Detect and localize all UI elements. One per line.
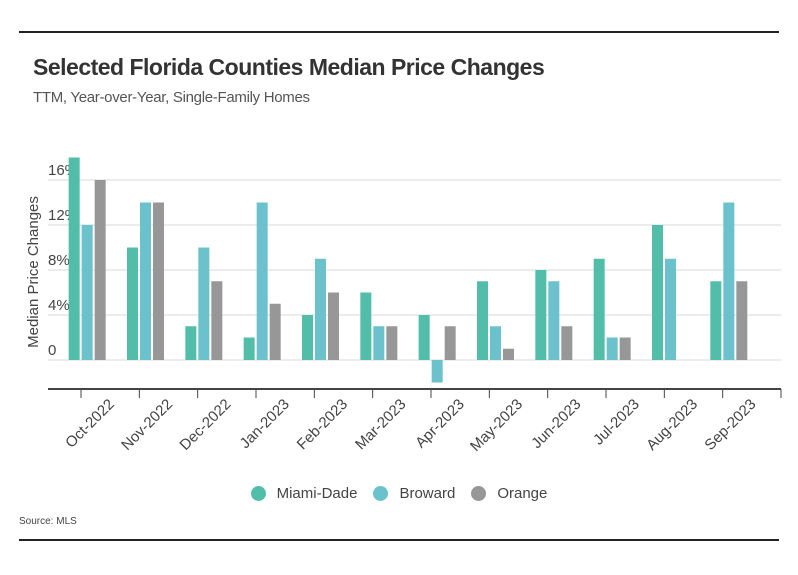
- bar-orange-dec-2022: [211, 281, 223, 360]
- bar-orange-oct-2022: [94, 180, 106, 360]
- x-tick-label: Feb-2023: [294, 396, 351, 453]
- legend-label: Broward: [399, 485, 456, 502]
- bar-broward-aug-2023: [665, 258, 676, 360]
- legend-label: Orange: [497, 485, 548, 502]
- x-tick-label: Aug-2023: [643, 396, 701, 454]
- bar-orange-sep-2023: [736, 281, 748, 360]
- bar-orange-feb-2023: [328, 292, 339, 360]
- bar-orange-jul-2023: [619, 337, 631, 360]
- chart-title: Selected Florida Counties Median Price C…: [33, 54, 545, 80]
- bar-miami-dade-sep-2023: [710, 281, 722, 360]
- x-axis-labels: Oct-2022 Nov-2022 Dec-2022 Jan-2023 Feb-2023…: [62, 396, 759, 455]
- legend: Miami-Dade Broward Orange: [0, 485, 798, 502]
- bar-broward-sep-2023: [723, 202, 735, 360]
- chart-subtitle: TTM, Year-over-Year, Single-Family Homes: [33, 89, 310, 106]
- bar-orange-apr-2023: [444, 326, 456, 360]
- bar-broward-jan-2023: [256, 202, 268, 360]
- bar-broward-dec-2022: [198, 247, 210, 360]
- bar-broward-may-2023: [490, 326, 501, 360]
- y-axis-label: Median Price Changes: [25, 196, 42, 348]
- top-rule: [19, 31, 779, 33]
- bar-orange-mar-2023: [386, 326, 398, 360]
- x-tick-label: Oct-2022: [62, 396, 118, 452]
- bar-broward-jul-2023: [606, 337, 618, 360]
- y-tick-label: 4%: [48, 297, 70, 314]
- bar-miami-dade-jun-2023: [535, 270, 547, 360]
- bar-miami-dade-mar-2023: [360, 292, 372, 360]
- x-axis: [48, 388, 782, 398]
- x-tick-label: Sep-2023: [701, 396, 759, 454]
- x-tick-label: Jan-2023: [237, 396, 293, 452]
- bar-orange-nov-2022: [153, 202, 164, 360]
- bar-chart: 04%8%12%16% Median Price Changes Oct-202…: [25, 157, 782, 455]
- x-tick-label: Nov-2022: [118, 396, 176, 454]
- x-tick-label: Jul-2023: [590, 396, 643, 449]
- bar-miami-dade-jul-2023: [593, 258, 605, 360]
- bar-orange-jan-2023: [269, 303, 281, 360]
- bar-broward-jun-2023: [548, 281, 560, 360]
- bottom-rule: [19, 539, 779, 541]
- legend-item-orange: Orange: [471, 485, 547, 502]
- bar-miami-dade-oct-2022: [68, 157, 80, 360]
- bar-broward-mar-2023: [373, 326, 385, 360]
- legend-swatch-icon: [250, 486, 266, 501]
- source-note: Source: MLS: [19, 516, 77, 527]
- bar-miami-dade-dec-2022: [185, 326, 197, 360]
- bar-orange-jun-2023: [561, 326, 573, 360]
- bar-miami-dade-nov-2022: [127, 247, 138, 360]
- bar-miami-dade-feb-2023: [302, 315, 313, 360]
- legend-label: Miami-Dade: [276, 485, 358, 502]
- legend-swatch-icon: [471, 486, 487, 501]
- legend-item-broward: Broward: [373, 485, 455, 502]
- x-tick-label: Jun-2023: [528, 396, 584, 452]
- legend-item-miami-dade: Miami-Dade: [250, 485, 358, 502]
- bar-broward-oct-2022: [81, 225, 93, 360]
- bar-miami-dade-aug-2023: [652, 225, 663, 360]
- x-tick-label: Apr-2023: [412, 396, 468, 452]
- x-tick-label: Mar-2023: [352, 396, 409, 453]
- x-tick-label: Dec-2022: [176, 396, 234, 454]
- y-tick-label: 0: [48, 342, 56, 359]
- x-tick-label: May-2023: [467, 396, 526, 455]
- y-tick-label: 8%: [48, 252, 70, 269]
- bar-broward-nov-2022: [140, 202, 151, 360]
- bar-miami-dade-may-2023: [477, 281, 488, 360]
- bars: [68, 157, 748, 383]
- legend-swatch-icon: [373, 486, 389, 501]
- y-axis-ticks: 04%8%12%16%: [48, 162, 78, 359]
- bar-broward-apr-2023: [431, 360, 443, 383]
- bar-miami-dade-jan-2023: [243, 337, 255, 360]
- bar-miami-dade-apr-2023: [418, 315, 430, 360]
- bar-orange-may-2023: [503, 348, 514, 360]
- bar-broward-feb-2023: [315, 258, 326, 360]
